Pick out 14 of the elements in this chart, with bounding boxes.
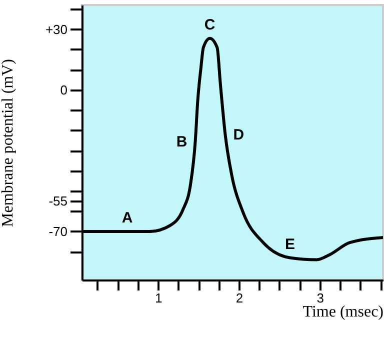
- annotation: C: [204, 16, 216, 34]
- x-tick-label: 2: [236, 290, 244, 306]
- y-tick-label: +30: [45, 22, 68, 37]
- annotation: E: [284, 236, 295, 253]
- annotation: A: [122, 209, 133, 226]
- y-tick-label: -55: [48, 194, 68, 209]
- x-tick-label: 3: [316, 290, 324, 306]
- y-axis-title: Membrane potential (mV): [0, 59, 16, 227]
- y-tick-label: -70: [48, 224, 68, 239]
- x-tick-label: 1: [154, 290, 162, 306]
- annotation: B: [176, 133, 188, 150]
- annotation: D: [233, 126, 244, 144]
- y-tick-label: 0: [60, 82, 68, 98]
- x-axis-title: Time (msec): [302, 304, 384, 320]
